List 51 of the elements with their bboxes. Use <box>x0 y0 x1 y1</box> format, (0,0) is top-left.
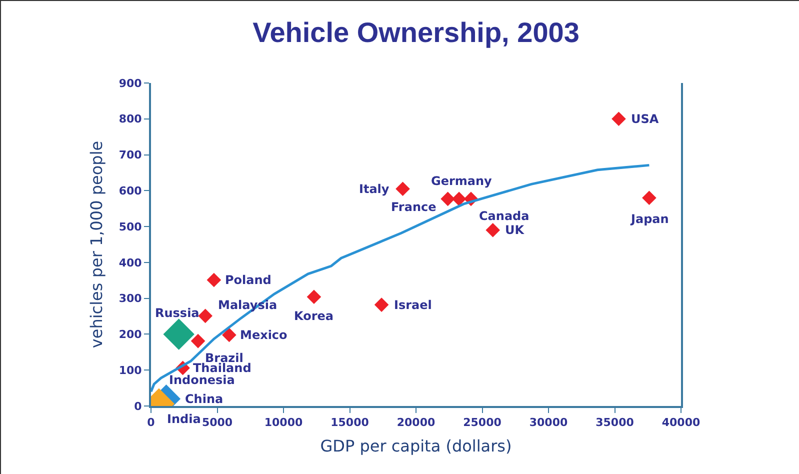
annotation: France <box>391 200 436 214</box>
point <box>198 308 212 324</box>
point <box>206 272 222 288</box>
point <box>642 190 656 205</box>
annotation: India <box>167 412 201 426</box>
y-axis-title: vehicles per 1,000 people <box>87 140 106 348</box>
annotation: Germany <box>431 174 492 188</box>
y-tick-label: 100 <box>118 364 142 377</box>
y-tick-label: 300 <box>118 292 142 306</box>
y-tick-label: 600 <box>118 184 142 198</box>
y-tick-label: 200 <box>118 328 142 342</box>
chart-title: Vehicle Ownership, 2003 <box>252 16 580 48</box>
annotation: Israel <box>394 298 432 312</box>
annotation: Indonesia <box>169 373 235 387</box>
annotation: Italy <box>359 182 390 196</box>
x-tick-label: 25000 <box>463 416 502 430</box>
y-tick-label: 800 <box>118 112 142 126</box>
x-tick-label: 5000 <box>202 416 233 430</box>
point <box>486 222 500 238</box>
y-tick-label: 700 <box>118 148 142 162</box>
y-tick-label: 400 <box>118 256 142 270</box>
point <box>396 182 410 196</box>
annotation: USA <box>631 112 660 126</box>
point <box>163 318 194 350</box>
x-tick-label: 35000 <box>596 416 634 430</box>
point <box>374 298 389 312</box>
y-tick-label: 0 <box>134 400 142 413</box>
annotation: Mexico <box>240 328 288 342</box>
x-tick-label: 40000 <box>662 416 700 430</box>
annotation: Canada <box>479 209 530 223</box>
x-tick-label: 15000 <box>330 416 370 430</box>
x-tick-label: 0 <box>147 416 156 430</box>
x-tick-label: 20000 <box>396 416 436 430</box>
annotation: UK <box>505 223 525 237</box>
annotation: Thailand <box>193 361 252 375</box>
point <box>306 290 322 304</box>
point <box>612 112 626 126</box>
point <box>222 328 236 342</box>
y-tick-label: 500 <box>118 220 142 234</box>
x-axis-title: GDP per capita (dollars) <box>320 436 512 456</box>
annotation: Poland <box>225 273 272 287</box>
x-tick-label: 10000 <box>264 416 303 430</box>
point <box>440 192 455 206</box>
annotation: Japan <box>630 212 669 226</box>
y-tick-label: 900 <box>118 76 142 90</box>
annotation: Korea <box>294 309 334 323</box>
point <box>452 192 466 206</box>
annotation: Russia <box>155 306 200 320</box>
x-tick-label: 30000 <box>529 416 568 430</box>
annotation: China <box>185 392 224 406</box>
point <box>190 334 206 348</box>
